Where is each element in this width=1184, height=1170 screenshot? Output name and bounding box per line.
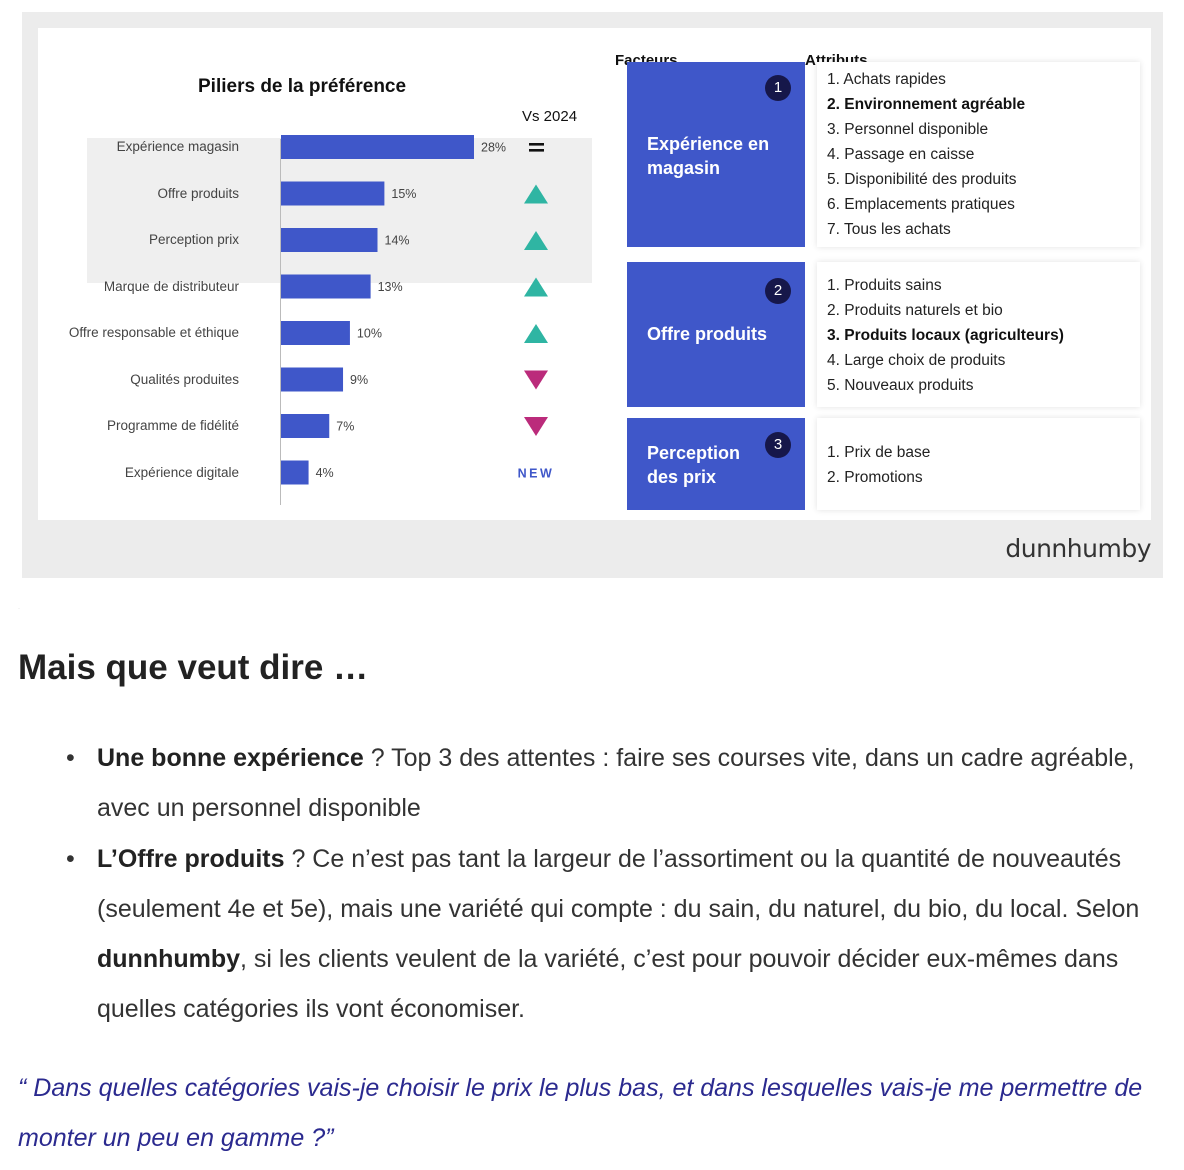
attribute-item: 1. Produits sains [827,277,942,294]
factor-number-badge: 2 [765,278,791,304]
bullet-bold-lead: L’Offre produits [97,844,285,873]
bar [281,135,474,159]
attribute-item: 2. Produits naturels et bio [827,302,1003,319]
article-heading: Mais que veut dire … [18,648,369,687]
new-badge: NEW [518,467,555,481]
category-label: Programme de fidélité [106,418,239,433]
bar-value-label: 13% [378,280,403,294]
article-bullet-list: • Une bonne expérience ? Top 3 des atten… [66,733,1176,1035]
category-label: Perception prix [148,232,239,247]
vs-2024-label: Vs 2024 [522,108,578,125]
category-label: Expérience digitale [124,464,239,480]
bar [281,274,371,299]
attribute-item: 1. Achats rapides [827,71,946,88]
factor-label: Offre produits [647,324,767,344]
bar [281,414,330,438]
infographic-image: Piliers de la préférence Vs 2024 Expérie… [22,12,1163,578]
factor-box-1: 1 Expérience en magasin [627,62,805,247]
bar [281,228,378,252]
attribute-list: 1. Achats rapides 2. Environnement agréab… [827,67,1025,242]
category-label: Offre responsable et éthique [68,325,239,340]
equal-icon [529,143,544,146]
attribute-item: 2. Environnement agréable [827,96,1026,113]
bullet-bold-lead: Une bonne expérience [97,744,364,772]
category-label: Marque de distributeur [103,278,239,294]
attribute-box-1: 1. Achats rapides 2. Environnement agréab… [817,62,1140,247]
factor-box-3: 3 Perception des prix [627,418,805,510]
separator-dot: · [18,606,20,612]
factor-number-badge: 3 [765,432,791,458]
trend-up-icon [524,184,548,204]
attribute-item: 4. Large choix de produits [827,352,1006,369]
bullet-dot-icon: • [66,744,75,772]
bar-value-label: 15% [391,187,416,201]
bar-value-label: 9% [350,373,368,387]
factor-label: Expérience en magasin [647,134,770,178]
chart-axis-line [280,139,281,505]
attribute-box-2: 1. Produits sains 2. Produits naturels et… [817,262,1140,407]
category-label: Offre produits [157,185,239,201]
attribute-item: 1. Prix de base [827,444,931,461]
attribute-item: 6. Emplacements pratiques [827,196,1015,213]
pull-quote: “ Dans quelles catégories vais-je choisi… [18,1074,1143,1153]
bar-value-label: 4% [316,466,334,480]
trend-up-icon [524,231,548,250]
attribute-item: 5. Disponibilité des produits [827,171,1017,188]
trend-down-icon [524,370,548,390]
bar-value-label: 7% [336,420,354,434]
bullet-text: ? Ce n’est pas tant la largeur de l’asso… [97,844,1140,923]
top3-highlight-band [87,138,592,283]
category-label: Expérience magasin [116,139,239,154]
bullet-text: ? Top 3 des attentes : faire ses courses… [97,744,1135,823]
trend-down-icon [524,417,548,436]
attribute-item: 5. Nouveaux produits [827,377,974,394]
attribute-item: 3. Personnel disponible [827,121,989,138]
bar [281,367,344,392]
bar-value-label: 28% [481,141,506,155]
infographic-card: Piliers de la préférence Vs 2024 Expérie… [38,28,1151,520]
dunnhumby-logo: dunnhumby [1005,534,1151,563]
bar-chart: 28% 15% 14% 13% 10% 9% 7% 4% NEW [281,135,555,485]
category-label: Qualités produites [130,371,239,387]
trend-up-icon [524,324,548,343]
brand-mention: dunnhumby [97,945,241,974]
bar [281,181,385,206]
trend-up-icon [524,277,548,297]
factor-label: Perception des prix [647,443,741,487]
attribute-list: 1. Produits sains 2. Produits naturels et… [827,273,1064,398]
bar-value-label: 14% [385,234,410,248]
bar-value-label: 10% [357,327,382,341]
bar [281,321,350,345]
equal-icon [529,149,544,152]
bullet-text-continued: , si les clients veulent de la variété, … [97,945,1119,1024]
attribute-item: 2. Promotions [827,469,923,486]
bullet-item: • L’Offre produits ? Ce n’est pas tant l… [66,834,1176,1035]
attribute-item: 7. Tous les achats [827,221,951,238]
attribute-item: 3. Produits locaux (agriculteurs) [827,327,1064,344]
attribute-list: 1. Prix de base 2. Promotions [827,440,930,490]
bullet-dot-icon: • [66,844,75,873]
attribute-box-3: 1. Prix de base 2. Promotions [817,418,1140,510]
attribute-item: 4. Passage en caisse [827,146,975,163]
bar [281,460,309,485]
chart-title: Piliers de la préférence [198,76,407,97]
factor-box-2: 2 Offre produits [627,262,805,407]
bullet-item: • Une bonne expérience ? Top 3 des atten… [66,733,1176,834]
factor-number-badge: 1 [765,75,791,101]
